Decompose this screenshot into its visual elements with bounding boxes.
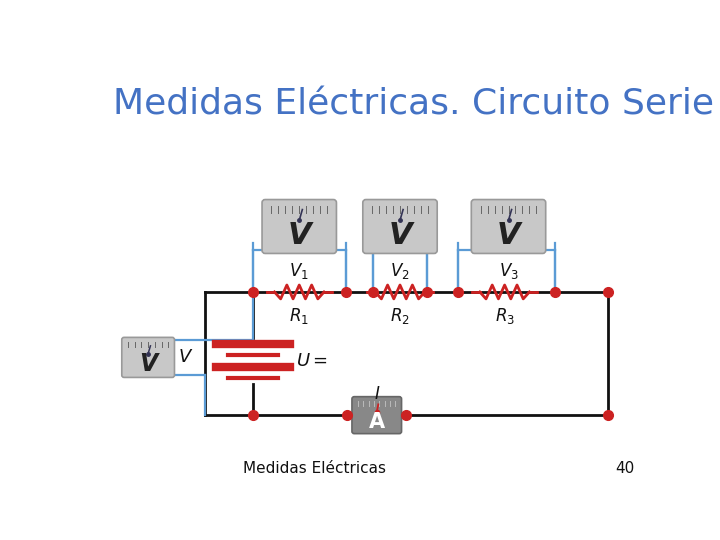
FancyBboxPatch shape <box>363 200 437 253</box>
Text: $R_1$: $R_1$ <box>289 306 309 326</box>
Text: $V_{2}$: $V_{2}$ <box>390 261 410 281</box>
Text: Medidas Eléctricas: Medidas Eléctricas <box>243 461 386 476</box>
FancyBboxPatch shape <box>472 200 546 253</box>
FancyBboxPatch shape <box>262 200 336 253</box>
Text: V: V <box>497 221 521 250</box>
Text: V: V <box>287 221 311 250</box>
Text: 40: 40 <box>615 461 634 476</box>
FancyBboxPatch shape <box>352 397 402 434</box>
FancyBboxPatch shape <box>122 338 174 377</box>
Text: A: A <box>369 412 384 432</box>
Text: $U=$: $U=$ <box>296 352 328 370</box>
Text: V: V <box>388 221 412 250</box>
Text: $R_2$: $R_2$ <box>390 306 410 326</box>
Text: V: V <box>139 352 157 375</box>
Text: $R_3$: $R_3$ <box>495 306 515 326</box>
Text: $V_{3}$: $V_{3}$ <box>498 261 518 281</box>
Text: $I$: $I$ <box>374 384 380 403</box>
Text: Medidas Eléctricas. Circuito Serie: Medidas Eléctricas. Circuito Serie <box>113 88 714 122</box>
Text: $V$: $V$ <box>178 348 193 367</box>
Text: $V_{1}$: $V_{1}$ <box>289 261 309 281</box>
